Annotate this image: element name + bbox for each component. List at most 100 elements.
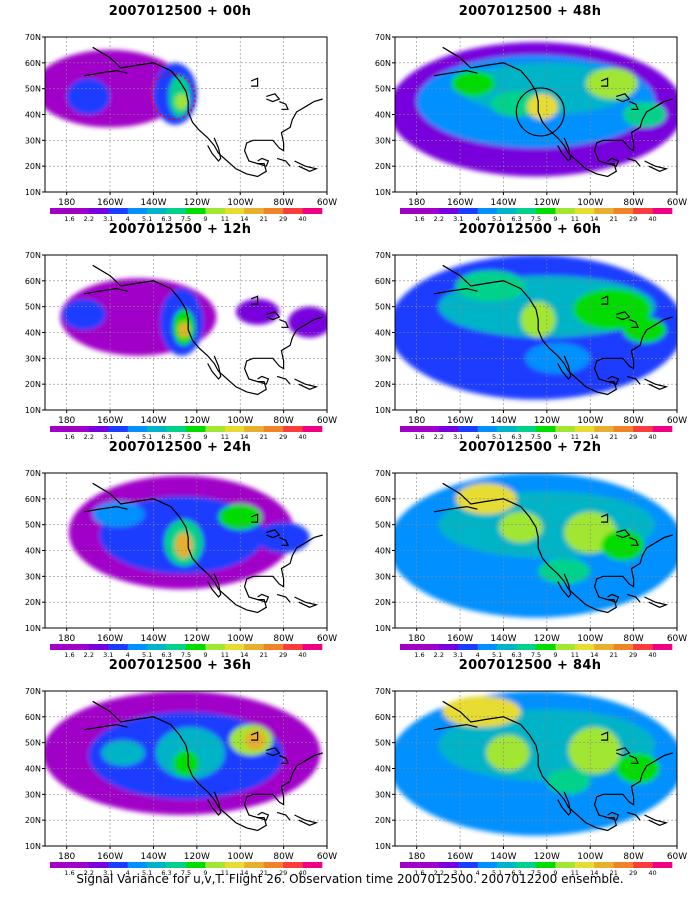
- lon-tick-label: 80W: [623, 852, 643, 862]
- colorbar-swatch: [69, 862, 90, 868]
- colorbar-level-label: 29: [279, 215, 287, 223]
- lon-tick-label: 80W: [273, 852, 293, 862]
- lon-tick-label: 180: [58, 852, 75, 862]
- colorbar-level-label: 11: [571, 215, 579, 223]
- colorbar-level-label: 1.6: [64, 869, 74, 877]
- lon-tick-label: 60W: [317, 634, 337, 644]
- colorbar-level-label: 2.2: [84, 215, 94, 223]
- colorbar-swatch: [244, 862, 265, 868]
- colorbar-level-label: 2.2: [434, 651, 444, 659]
- coastline: [433, 46, 673, 178]
- colorbar-swatch: [283, 426, 303, 432]
- colorbar-swatch: [147, 862, 167, 868]
- colorbar-swatch: [147, 426, 167, 432]
- lon-tick-label: 120W: [534, 634, 560, 644]
- colorbar-level-label: 40: [648, 869, 656, 877]
- lon-tick-label: 120W: [184, 416, 210, 426]
- colorbar-swatch: [302, 862, 323, 868]
- colorbar-swatch: [497, 426, 517, 432]
- colorbar-level-label: 21: [610, 651, 618, 659]
- colorbar-swatch: [652, 862, 673, 868]
- colorbar-swatch: [400, 644, 420, 650]
- colorbar-swatch: [88, 208, 109, 214]
- lat-tick-label: 60N: [25, 59, 41, 68]
- colorbar-swatch: [613, 208, 634, 214]
- lon-tick-label: 80W: [273, 198, 293, 208]
- colorbar-swatch: [555, 862, 576, 868]
- graticule: [45, 37, 327, 192]
- colorbar-swatch: [50, 644, 70, 650]
- colorbar-level-label: 2.2: [84, 869, 94, 877]
- colorbar-swatch: [302, 426, 323, 432]
- lat-tick-label: 70N: [25, 251, 41, 260]
- colorbar-level-label: 2.2: [84, 433, 94, 441]
- colorbar-level-label: 11: [571, 651, 579, 659]
- colorbar-level-label: 6.3: [511, 869, 521, 877]
- colorbar-level-label: 4: [126, 869, 130, 877]
- colorbar-swatch: [224, 208, 245, 214]
- colorbar-swatch: [477, 644, 498, 650]
- map-plot: 70N 60N 50N 40N 30N 20N 10N 180 160W 140W 120W 100W…: [375, 33, 687, 223]
- lat-tick-label: 60N: [375, 277, 391, 286]
- lat-tick-label: 30N: [375, 790, 391, 799]
- colorbar-level-label: 6.3: [161, 215, 171, 223]
- colorbar-swatch: [438, 208, 459, 214]
- lon-tick-label: 160W: [447, 416, 473, 426]
- lon-tick-label: 180: [408, 416, 425, 426]
- colorbar-swatch: [400, 208, 420, 214]
- lon-tick-label: 80W: [623, 634, 643, 644]
- colorbar-level-label: 6.3: [161, 651, 171, 659]
- lon-tick-label: 100W: [227, 634, 253, 644]
- colorbar-level-label: 1.6: [414, 869, 424, 877]
- lat-tick-label: 20N: [375, 380, 391, 389]
- lat-tick-label: 20N: [25, 598, 41, 607]
- lon-tick-label: 80W: [273, 634, 293, 644]
- colorbar-swatch: [652, 426, 673, 432]
- lon-tick-label: 120W: [534, 416, 560, 426]
- highlight-circle: [515, 87, 565, 137]
- colorbar-level-label: 3.1: [103, 215, 113, 223]
- panel-title: 2007012500 + 60h: [458, 222, 602, 237]
- lon-tick-label: 100W: [577, 634, 603, 644]
- variance-field: [395, 473, 677, 618]
- colorbar: 1.6 2.2 3.1 4 5.1 6.3 7.5 9 11 14 21 29 40: [50, 208, 323, 223]
- colorbar-swatch: [50, 426, 70, 432]
- observation-region-marker: [150, 72, 196, 121]
- colorbar-level-label: 9: [203, 651, 207, 659]
- colorbar-swatch: [438, 862, 459, 868]
- lat-tick-label: 50N: [375, 85, 391, 94]
- colorbar-swatch: [69, 208, 90, 214]
- colorbar-level-label: 7.5: [181, 869, 191, 877]
- colorbar-swatch: [69, 426, 90, 432]
- lat-tick-label: 50N: [25, 85, 41, 94]
- lon-tick-label: 180: [408, 634, 425, 644]
- colorbar-swatch: [594, 862, 615, 868]
- colorbar-swatch: [458, 426, 479, 432]
- colorbar-swatch: [224, 862, 245, 868]
- lat-tick-label: 60N: [25, 277, 41, 286]
- lon-tick-label: 120W: [184, 634, 210, 644]
- colorbar-level-label: 5.1: [492, 869, 502, 877]
- colorbar-level-label: 3.1: [103, 433, 113, 441]
- lon-tick-label: 60W: [317, 416, 337, 426]
- colorbar-level-label: 14: [590, 869, 598, 877]
- colorbar-swatch: [438, 426, 459, 432]
- lon-tick-label: 60W: [667, 852, 687, 862]
- colorbar-level-label: 11: [221, 433, 229, 441]
- colorbar-swatch: [594, 208, 615, 214]
- colorbar-level-label: 5.1: [142, 869, 152, 877]
- colorbar-swatch: [613, 862, 634, 868]
- colorbar-level-label: 6.3: [511, 651, 521, 659]
- colorbar-swatch: [302, 208, 323, 214]
- colorbar-swatch: [477, 208, 498, 214]
- lat-tick-label: 50N: [25, 739, 41, 748]
- coastline: [83, 264, 323, 396]
- lon-tick-label: 60W: [317, 198, 337, 208]
- panel-title: 2007012500 + 12h: [108, 222, 252, 237]
- lat-tick-label: 10N: [375, 406, 391, 415]
- colorbar-level-label: 4: [126, 215, 130, 223]
- colorbar-swatch: [283, 208, 303, 214]
- lat-tick-label: 10N: [25, 842, 41, 851]
- colorbar-swatch: [419, 426, 440, 432]
- variance-field: [68, 475, 310, 590]
